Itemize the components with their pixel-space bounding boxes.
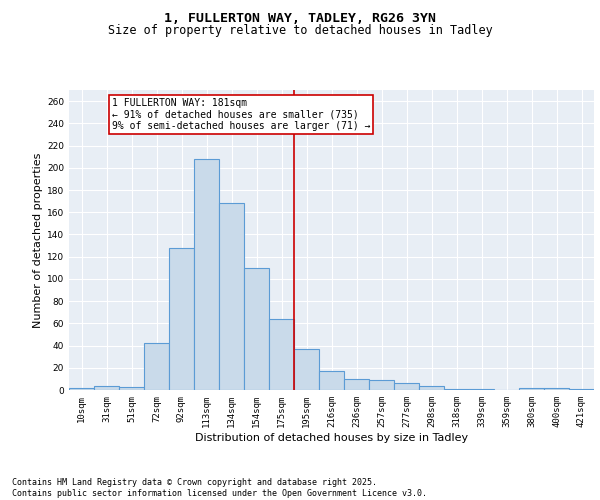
Bar (69, 388, 94, 390)
Bar (569, 389, 594, 390)
Bar (219, 204, 244, 390)
Bar (144, 344, 169, 390)
Bar (319, 371, 344, 390)
Bar (419, 386, 444, 390)
Bar (269, 319, 294, 390)
Bar (519, 388, 544, 390)
Bar (244, 268, 269, 390)
Bar (544, 388, 569, 390)
Bar (94, 386, 119, 390)
Bar (444, 389, 469, 390)
Bar (469, 389, 494, 390)
Text: 1 FULLERTON WAY: 181sqm
← 91% of detached houses are smaller (735)
9% of semi-de: 1 FULLERTON WAY: 181sqm ← 91% of detache… (112, 98, 370, 131)
Bar (369, 380, 394, 390)
Bar (119, 386, 144, 390)
Bar (394, 384, 419, 390)
Y-axis label: Number of detached properties: Number of detached properties (33, 152, 43, 328)
Text: Contains HM Land Registry data © Crown copyright and database right 2025.
Contai: Contains HM Land Registry data © Crown c… (12, 478, 427, 498)
Bar (194, 159, 219, 390)
X-axis label: Distribution of detached houses by size in Tadley: Distribution of detached houses by size … (195, 432, 468, 442)
Bar (344, 379, 369, 390)
Text: 1, FULLERTON WAY, TADLEY, RG26 3YN: 1, FULLERTON WAY, TADLEY, RG26 3YN (164, 12, 436, 26)
Bar (169, 248, 194, 390)
Text: Size of property relative to detached houses in Tadley: Size of property relative to detached ho… (107, 24, 493, 37)
Bar (294, 349, 319, 390)
